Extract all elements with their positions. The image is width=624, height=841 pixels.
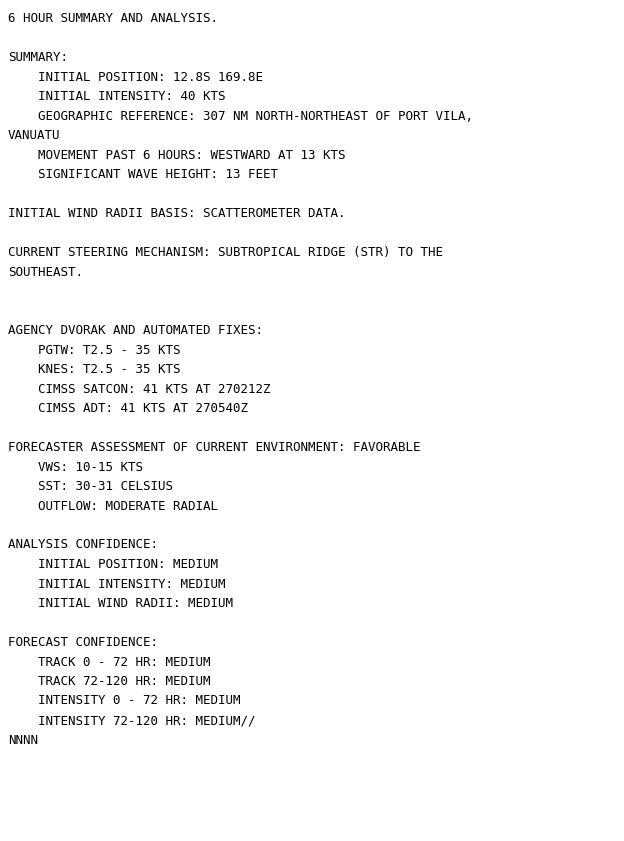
Text: CIMSS ADT: 41 KTS AT 270540Z: CIMSS ADT: 41 KTS AT 270540Z <box>8 402 248 415</box>
Text: OUTFLOW: MODERATE RADIAL: OUTFLOW: MODERATE RADIAL <box>8 500 218 512</box>
Text: SUMMARY:: SUMMARY: <box>8 51 68 64</box>
Text: INTENSITY 0 - 72 HR: MEDIUM: INTENSITY 0 - 72 HR: MEDIUM <box>8 695 240 707</box>
Text: INITIAL WIND RADII: MEDIUM: INITIAL WIND RADII: MEDIUM <box>8 597 233 610</box>
Text: CIMSS SATCON: 41 KTS AT 270212Z: CIMSS SATCON: 41 KTS AT 270212Z <box>8 383 270 395</box>
Text: PGTW: T2.5 - 35 KTS: PGTW: T2.5 - 35 KTS <box>8 343 180 357</box>
Text: ANALYSIS CONFIDENCE:: ANALYSIS CONFIDENCE: <box>8 538 158 552</box>
Text: TRACK 0 - 72 HR: MEDIUM: TRACK 0 - 72 HR: MEDIUM <box>8 655 210 669</box>
Text: 6 HOUR SUMMARY AND ANALYSIS.: 6 HOUR SUMMARY AND ANALYSIS. <box>8 12 218 25</box>
Text: NNNN: NNNN <box>8 733 38 747</box>
Text: VANUATU: VANUATU <box>8 129 61 142</box>
Text: INTENSITY 72-120 HR: MEDIUM//: INTENSITY 72-120 HR: MEDIUM// <box>8 714 255 727</box>
Text: MOVEMENT PAST 6 HOURS: WESTWARD AT 13 KTS: MOVEMENT PAST 6 HOURS: WESTWARD AT 13 KT… <box>8 149 346 161</box>
Text: INITIAL POSITION: 12.8S 169.8E: INITIAL POSITION: 12.8S 169.8E <box>8 71 263 83</box>
Text: GEOGRAPHIC REFERENCE: 307 NM NORTH-NORTHEAST OF PORT VILA,: GEOGRAPHIC REFERENCE: 307 NM NORTH-NORTH… <box>8 109 473 123</box>
Text: AGENCY DVORAK AND AUTOMATED FIXES:: AGENCY DVORAK AND AUTOMATED FIXES: <box>8 324 263 337</box>
Text: FORECAST CONFIDENCE:: FORECAST CONFIDENCE: <box>8 636 158 649</box>
Text: KNES: T2.5 - 35 KTS: KNES: T2.5 - 35 KTS <box>8 363 180 376</box>
Text: SST: 30-31 CELSIUS: SST: 30-31 CELSIUS <box>8 480 173 493</box>
Text: CURRENT STEERING MECHANISM: SUBTROPICAL RIDGE (STR) TO THE: CURRENT STEERING MECHANISM: SUBTROPICAL … <box>8 246 443 259</box>
Text: INITIAL INTENSITY: 40 KTS: INITIAL INTENSITY: 40 KTS <box>8 90 225 103</box>
Text: INITIAL INTENSITY: MEDIUM: INITIAL INTENSITY: MEDIUM <box>8 578 225 590</box>
Text: INITIAL WIND RADII BASIS: SCATTEROMETER DATA.: INITIAL WIND RADII BASIS: SCATTEROMETER … <box>8 207 346 220</box>
Text: SOUTHEAST.: SOUTHEAST. <box>8 266 83 278</box>
Text: INITIAL POSITION: MEDIUM: INITIAL POSITION: MEDIUM <box>8 558 218 571</box>
Text: FORECASTER ASSESSMENT OF CURRENT ENVIRONMENT: FAVORABLE: FORECASTER ASSESSMENT OF CURRENT ENVIRON… <box>8 441 421 454</box>
Text: VWS: 10-15 KTS: VWS: 10-15 KTS <box>8 461 143 473</box>
Text: TRACK 72-120 HR: MEDIUM: TRACK 72-120 HR: MEDIUM <box>8 675 210 688</box>
Text: SIGNIFICANT WAVE HEIGHT: 13 FEET: SIGNIFICANT WAVE HEIGHT: 13 FEET <box>8 168 278 181</box>
